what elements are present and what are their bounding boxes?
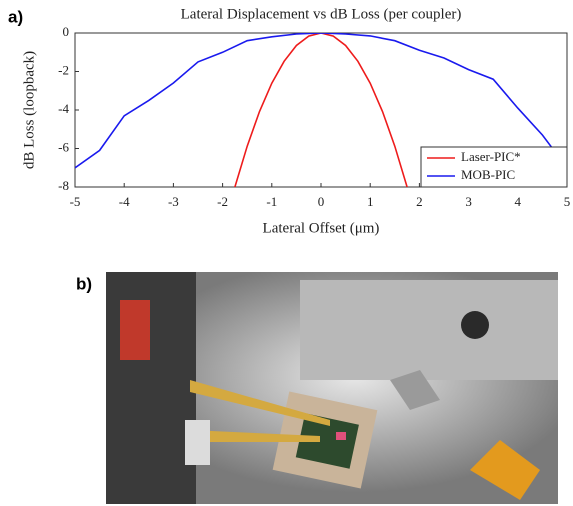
y-tick-label: -4 [58,101,69,116]
series-line [75,33,567,169]
y-tick-label: 0 [63,24,70,39]
y-tick-label: -6 [58,139,69,154]
legend-label: Laser-PIC* [461,149,521,164]
x-axis-label: Lateral Offset (μm) [263,220,380,236]
x-tick-label: -3 [168,194,179,209]
legend: Laser-PIC* MOB-PIC [420,146,568,188]
x-tick-label: -5 [70,194,81,209]
x-tick-label: -1 [266,194,277,209]
photo [106,272,558,504]
plot-lines [75,33,567,187]
x-tick-label: -4 [119,194,130,209]
y-tick-label: -8 [58,178,69,193]
x-tick-label: 2 [416,194,423,209]
panel-label: a) [8,7,23,26]
x-tick-label: 1 [367,194,374,209]
legend-box [420,146,568,188]
x-tick-label: 0 [318,194,325,209]
x-tick-label: 5 [564,194,571,209]
chart-title: Lateral Displacement vs dB Loss (per cou… [181,6,462,22]
x-tick-label: -2 [217,194,228,209]
y-tick-label: -2 [58,62,69,77]
panel-label: b) [76,274,92,293]
x-tick-label: 4 [515,194,522,209]
series-line [234,33,408,187]
x-tick-label: 3 [465,194,472,209]
legend-label: MOB-PIC [461,167,515,182]
y-axis-label: dB Loss (loopback) [21,51,37,169]
